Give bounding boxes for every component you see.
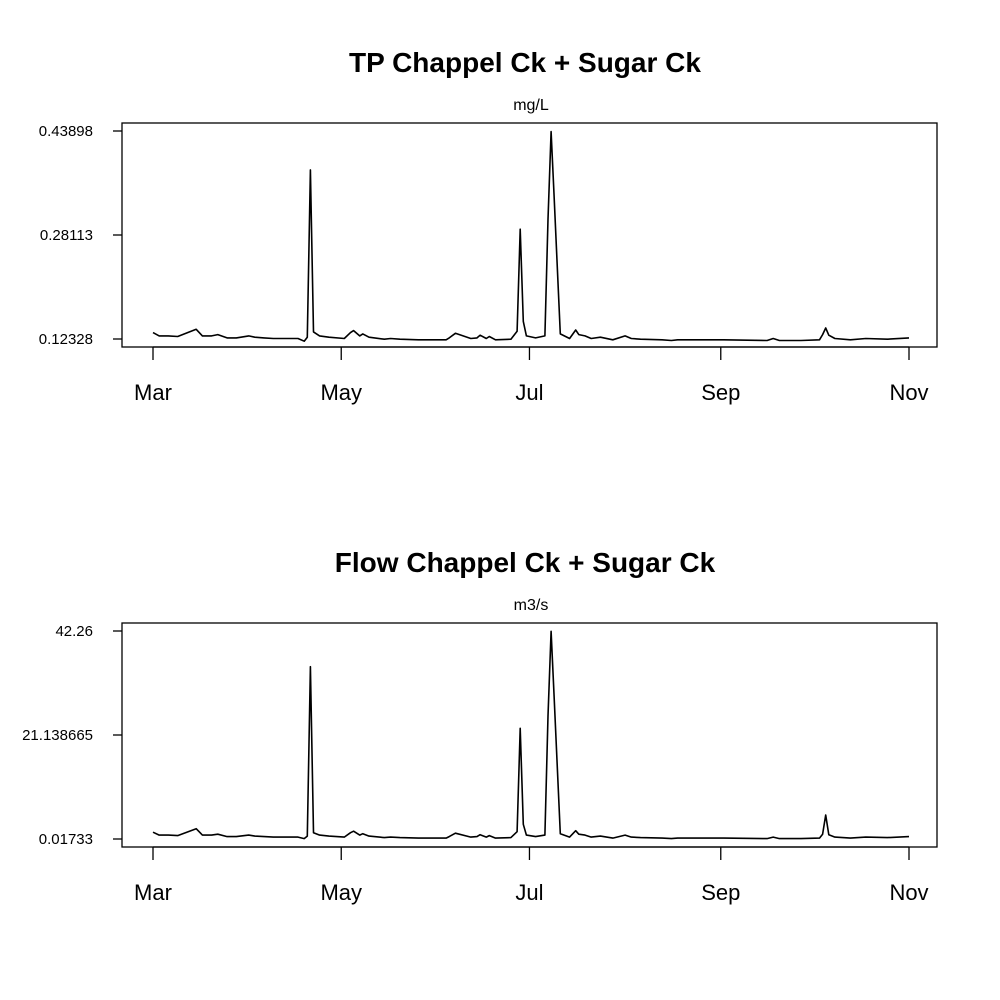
chart-title: Flow Chappel Ck + Sugar Ck (335, 547, 716, 578)
plot-frame (121, 622, 938, 848)
x-axis: Mar May Jul Sep Nov (134, 346, 929, 405)
y-tick-label: 0.01733 (39, 831, 93, 848)
x-tick-label: May (320, 880, 362, 905)
x-tick-label: May (320, 380, 362, 405)
y-tick-label: 0.12328 (39, 331, 93, 348)
y-tick-label: 42.26 (55, 623, 93, 640)
y-tick-label: 21.138665 (22, 727, 93, 744)
series-line (152, 130, 910, 342)
x-tick-label: Sep (701, 880, 740, 905)
x-tick-label: Mar (134, 880, 172, 905)
x-tick-label: Sep (701, 380, 740, 405)
chart-title: TP Chappel Ck + Sugar Ck (349, 47, 701, 78)
y-tick-label: 0.43898 (39, 123, 93, 140)
y-tick-label: 0.28113 (40, 227, 93, 244)
x-tick-label: Jul (515, 380, 543, 405)
x-tick-label: Nov (889, 880, 928, 905)
x-tick-label: Jul (515, 880, 543, 905)
y-axis: 0.12328 0.28113 0.43898 (39, 123, 122, 348)
x-tick-label: Mar (134, 380, 172, 405)
chart-panel-flow: Flow Chappel Ck + Sugar Ck m3/s 0.01733 2… (22, 547, 938, 905)
plot-frame (121, 122, 938, 348)
chart-subtitle: mg/L (513, 97, 549, 114)
x-tick-label: Nov (889, 380, 928, 405)
x-axis: Mar May Jul Sep Nov (134, 846, 929, 905)
chart-panel-tp: TP Chappel Ck + Sugar Ck mg/L 0.12328 0.2… (39, 47, 938, 405)
y-axis: 0.01733 21.138665 42.26 (22, 623, 122, 848)
chart-subtitle: m3/s (514, 597, 549, 614)
series-line (152, 630, 910, 840)
